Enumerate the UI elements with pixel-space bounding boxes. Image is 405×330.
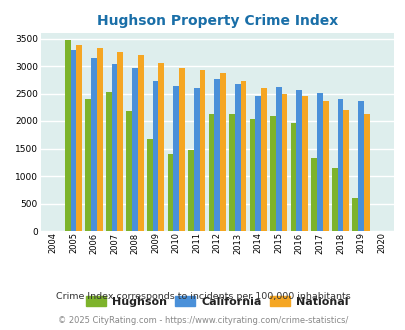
- Bar: [260, 88, 266, 231]
- Bar: [97, 49, 102, 231]
- Bar: [363, 115, 369, 231]
- Bar: [352, 198, 357, 231]
- Bar: [173, 86, 179, 231]
- Bar: [331, 168, 337, 231]
- Bar: [290, 123, 296, 231]
- Bar: [301, 96, 307, 231]
- Bar: [357, 101, 363, 231]
- Bar: [117, 52, 123, 231]
- Bar: [270, 116, 275, 231]
- Bar: [199, 70, 205, 231]
- Bar: [158, 63, 164, 231]
- Bar: [234, 83, 240, 231]
- Bar: [111, 64, 117, 231]
- Bar: [132, 68, 138, 231]
- Text: © 2025 CityRating.com - https://www.cityrating.com/crime-statistics/: © 2025 CityRating.com - https://www.city…: [58, 316, 347, 325]
- Bar: [281, 94, 287, 231]
- Bar: [316, 93, 322, 231]
- Bar: [85, 99, 91, 231]
- Bar: [311, 158, 316, 231]
- Bar: [126, 111, 132, 231]
- Bar: [188, 150, 193, 231]
- Bar: [147, 139, 152, 231]
- Bar: [255, 96, 260, 231]
- Bar: [275, 87, 281, 231]
- Bar: [220, 73, 225, 231]
- Bar: [106, 92, 111, 231]
- Bar: [208, 114, 214, 231]
- Bar: [179, 68, 184, 231]
- Bar: [249, 119, 255, 231]
- Text: Crime Index corresponds to incidents per 100,000 inhabitants: Crime Index corresponds to incidents per…: [55, 292, 350, 301]
- Bar: [214, 79, 220, 231]
- Bar: [70, 50, 76, 231]
- Bar: [152, 82, 158, 231]
- Bar: [138, 55, 143, 231]
- Bar: [228, 114, 234, 231]
- Bar: [91, 58, 97, 231]
- Bar: [193, 88, 199, 231]
- Legend: Hughson, California, National: Hughson, California, National: [81, 292, 352, 312]
- Bar: [65, 40, 70, 231]
- Bar: [240, 82, 246, 231]
- Bar: [343, 110, 348, 231]
- Bar: [322, 101, 328, 231]
- Bar: [167, 154, 173, 231]
- Title: Hughson Property Crime Index: Hughson Property Crime Index: [96, 14, 337, 28]
- Bar: [296, 90, 301, 231]
- Bar: [337, 99, 343, 231]
- Bar: [76, 45, 82, 231]
